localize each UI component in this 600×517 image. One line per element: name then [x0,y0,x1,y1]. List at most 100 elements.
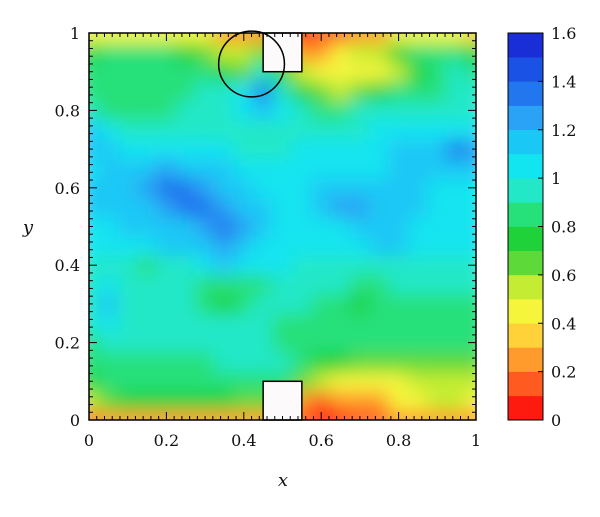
field-cell [194,351,216,373]
field-cell [233,351,254,373]
field-cell [98,42,119,63]
field-cell [349,196,371,218]
colorbar-segment [508,153,543,179]
field-cell [446,100,467,121]
field-cell [252,313,274,334]
obstacle-block [262,380,303,421]
field-cell [388,80,409,102]
field-cell [291,216,313,237]
colorbar-tick-label: 1.4 [551,72,576,91]
field-cell [233,255,254,276]
field-cell [349,274,371,295]
field-cell [233,80,254,102]
field-cell [291,313,313,334]
field-cell [175,33,196,44]
field-cell [291,255,313,276]
field-cell [214,332,235,353]
field-cell [388,255,409,276]
field-cell [388,61,409,82]
field-cell [291,293,313,315]
velocity-field [89,33,476,420]
field-cell [427,80,448,102]
y-tick-label: 0.6 [55,179,80,198]
field-cell [427,351,448,373]
field-cell [175,216,196,237]
field-cell [89,313,100,334]
field-cell [98,332,119,353]
field-cell [156,216,177,237]
field-cell [233,274,254,295]
field-cell [465,33,476,44]
field-cell [194,42,216,63]
field-cell [233,177,254,198]
field-cell [214,235,235,257]
field-cell [349,332,371,353]
field-cell [388,235,409,257]
field-cell [369,255,390,276]
field-cell [427,196,448,218]
field-cell [446,158,467,179]
field-cell [388,332,409,353]
field-cell [233,371,254,392]
field-cell [98,274,119,295]
field-cell [156,196,177,218]
field-cell [89,158,100,179]
field-cell [311,313,332,334]
field-cell [272,158,293,179]
field-cell [388,371,409,392]
field-cell [156,119,177,140]
field-cell [156,138,177,160]
field-cell [117,255,138,276]
field-cell [465,293,476,315]
field-cell [194,33,216,44]
field-cell [156,80,177,102]
field-cell [369,293,390,315]
circle-marker [217,30,286,98]
field-cell [136,138,158,160]
field-cell [272,332,293,353]
field-cell [369,100,390,121]
field-cell [233,138,254,160]
field-cell [369,196,390,218]
field-cell [252,332,274,353]
field-cell [89,235,100,257]
field-cell [427,216,448,237]
field-cell [98,33,119,44]
field-cell [98,293,119,315]
field-cell [291,100,313,121]
field-cell [465,274,476,295]
field-cell [330,158,351,179]
field-cell [175,313,196,334]
field-cell [446,196,467,218]
field-cell [136,409,158,420]
field-cell [117,119,138,140]
field-cell [427,332,448,353]
field-cell [311,216,332,237]
colorbar-segment [508,322,543,348]
field-cell [117,33,138,44]
field-cell [194,196,216,218]
field-cell [175,177,196,198]
field-cell [89,80,100,102]
field-cell [407,196,429,218]
field-cell [349,119,371,140]
field-cell [156,351,177,373]
y-axis-title: y [22,217,34,238]
field-cell [98,177,119,198]
x-tick-label: 0.8 [386,431,411,450]
field-cell [427,61,448,82]
colorbar-tick-label: 1 [551,169,561,188]
y-tick-label: 0 [70,411,80,430]
field-cell [407,177,429,198]
field-cell [252,119,274,140]
colorbar-segment [508,56,543,82]
field-cell [117,216,138,237]
field-cell [427,33,448,44]
colorbar-tick-label: 0 [551,411,561,430]
velocity-field-cells [89,33,476,420]
field-cell [136,313,158,334]
field-cell [214,138,235,160]
field-cell [427,138,448,160]
field-cell [156,255,177,276]
field-cell [388,216,409,237]
